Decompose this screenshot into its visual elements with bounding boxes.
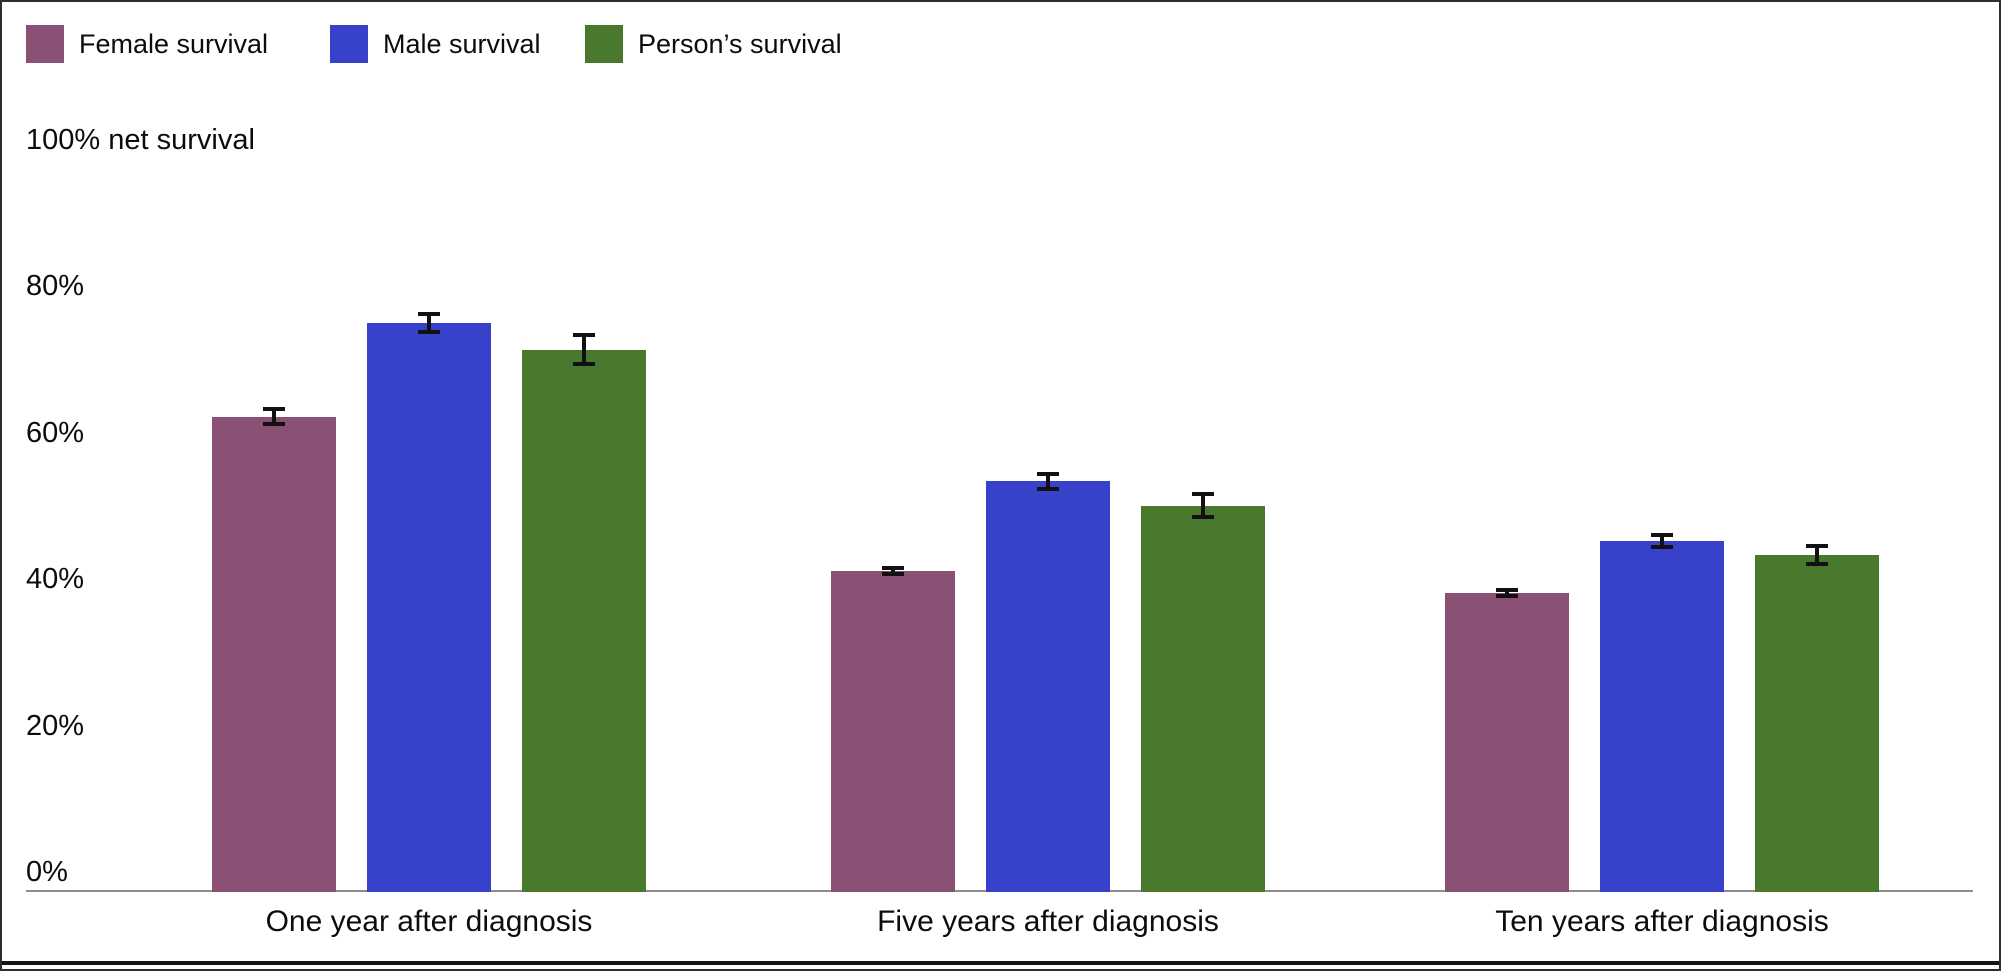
y-tick-0: 0%: [26, 856, 68, 888]
legend: Female survival Male survival Person’s s…: [2, 2, 1999, 82]
y-tick-20: 20%: [26, 709, 85, 742]
legend-label: Male survival: [383, 29, 541, 59]
bar-male-survival-group1: [367, 322, 491, 892]
bar-person-s-survival-group3: [1755, 554, 1879, 892]
bar-female-survival-group1: [212, 416, 336, 892]
y-tick-60: 60%: [26, 416, 85, 449]
y-tick-40: 40%: [26, 563, 85, 596]
x-category-label-one-year-after-diagnosis: One year after diagnosis: [265, 905, 593, 938]
bar-person-s-survival-group1: [522, 349, 646, 892]
errorbar-person-s-survival-group2: [1192, 492, 1214, 519]
errorbar-female-survival-group1: [263, 407, 285, 427]
legend-label: Person’s survival: [638, 29, 842, 59]
errorbar-male-survival-group2: [1037, 471, 1059, 491]
errorbar-female-survival-group3: [1496, 587, 1518, 598]
errorbar-person-s-survival-group1: [573, 332, 595, 367]
bar-male-survival-group3: [1600, 541, 1724, 892]
errorbar-female-survival-group2: [882, 566, 904, 577]
errorbar-person-s-survival-group3: [1806, 543, 1828, 566]
legend-item-female-survival: Female survival: [26, 25, 268, 63]
bar-person-s-survival-group2: [1141, 505, 1265, 892]
legend-item-male-survival: Male survival: [330, 25, 541, 63]
x-category-label-ten-years-after-diagnosis: Ten years after diagnosis: [1495, 905, 1829, 938]
y-tick-80: 80%: [26, 270, 85, 303]
bar-female-survival-group3: [1445, 592, 1569, 892]
male-survival-swatch: [330, 25, 368, 63]
bar-female-survival-group2: [831, 571, 955, 892]
x-category-label-five-years-after-diagnosis: Five years after diagnosis: [877, 905, 1219, 938]
bar-male-survival-group2: [986, 481, 1110, 892]
bottom-rule: [2, 961, 1999, 965]
y-tick-100-net-survival: 100% net survival: [26, 124, 255, 156]
legend-label: Female survival: [79, 29, 269, 59]
errorbar-male-survival-group3: [1651, 533, 1673, 550]
persons-survival-swatch: [585, 25, 623, 63]
errorbar-male-survival-group1: [418, 311, 440, 334]
female-survival-swatch: [26, 25, 64, 63]
legend-item-persons-survival: Person’s survival: [585, 25, 842, 63]
